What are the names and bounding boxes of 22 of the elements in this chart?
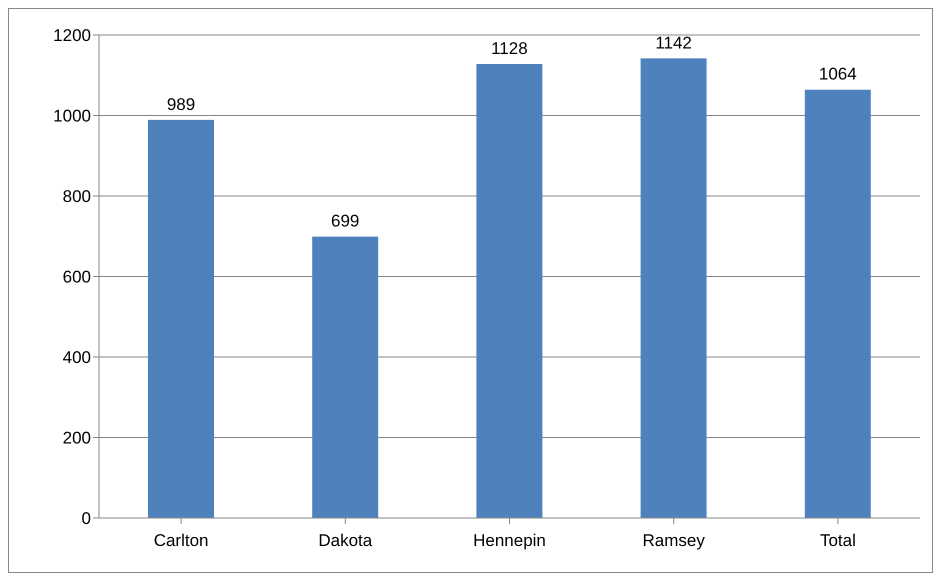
bar xyxy=(804,90,871,518)
data-label: 989 xyxy=(166,94,196,114)
bar xyxy=(148,120,214,518)
data-label: 699 xyxy=(331,212,360,231)
data-label: 1064 xyxy=(818,64,857,84)
y-tick-label: 800 xyxy=(62,187,91,206)
y-tick-label: 1000 xyxy=(53,106,91,126)
x-tick-label: Ramsey xyxy=(642,531,706,550)
x-tick-label: Carlton xyxy=(154,531,209,550)
bar xyxy=(312,236,378,518)
x-tick-label: Hennepin xyxy=(473,531,546,550)
y-tick-label: 0 xyxy=(82,509,91,528)
y-tick-label: 200 xyxy=(62,428,91,448)
x-tick-label: Total xyxy=(820,531,856,550)
bar xyxy=(640,58,707,518)
data-label: 1142 xyxy=(655,33,692,52)
bar xyxy=(476,64,542,518)
y-tick-label: 1200 xyxy=(53,26,91,46)
y-tick-label: 400 xyxy=(62,348,91,368)
x-tick-label: Dakota xyxy=(318,531,373,550)
data-label: 1128 xyxy=(491,38,528,58)
y-tick-label: 600 xyxy=(62,268,91,287)
